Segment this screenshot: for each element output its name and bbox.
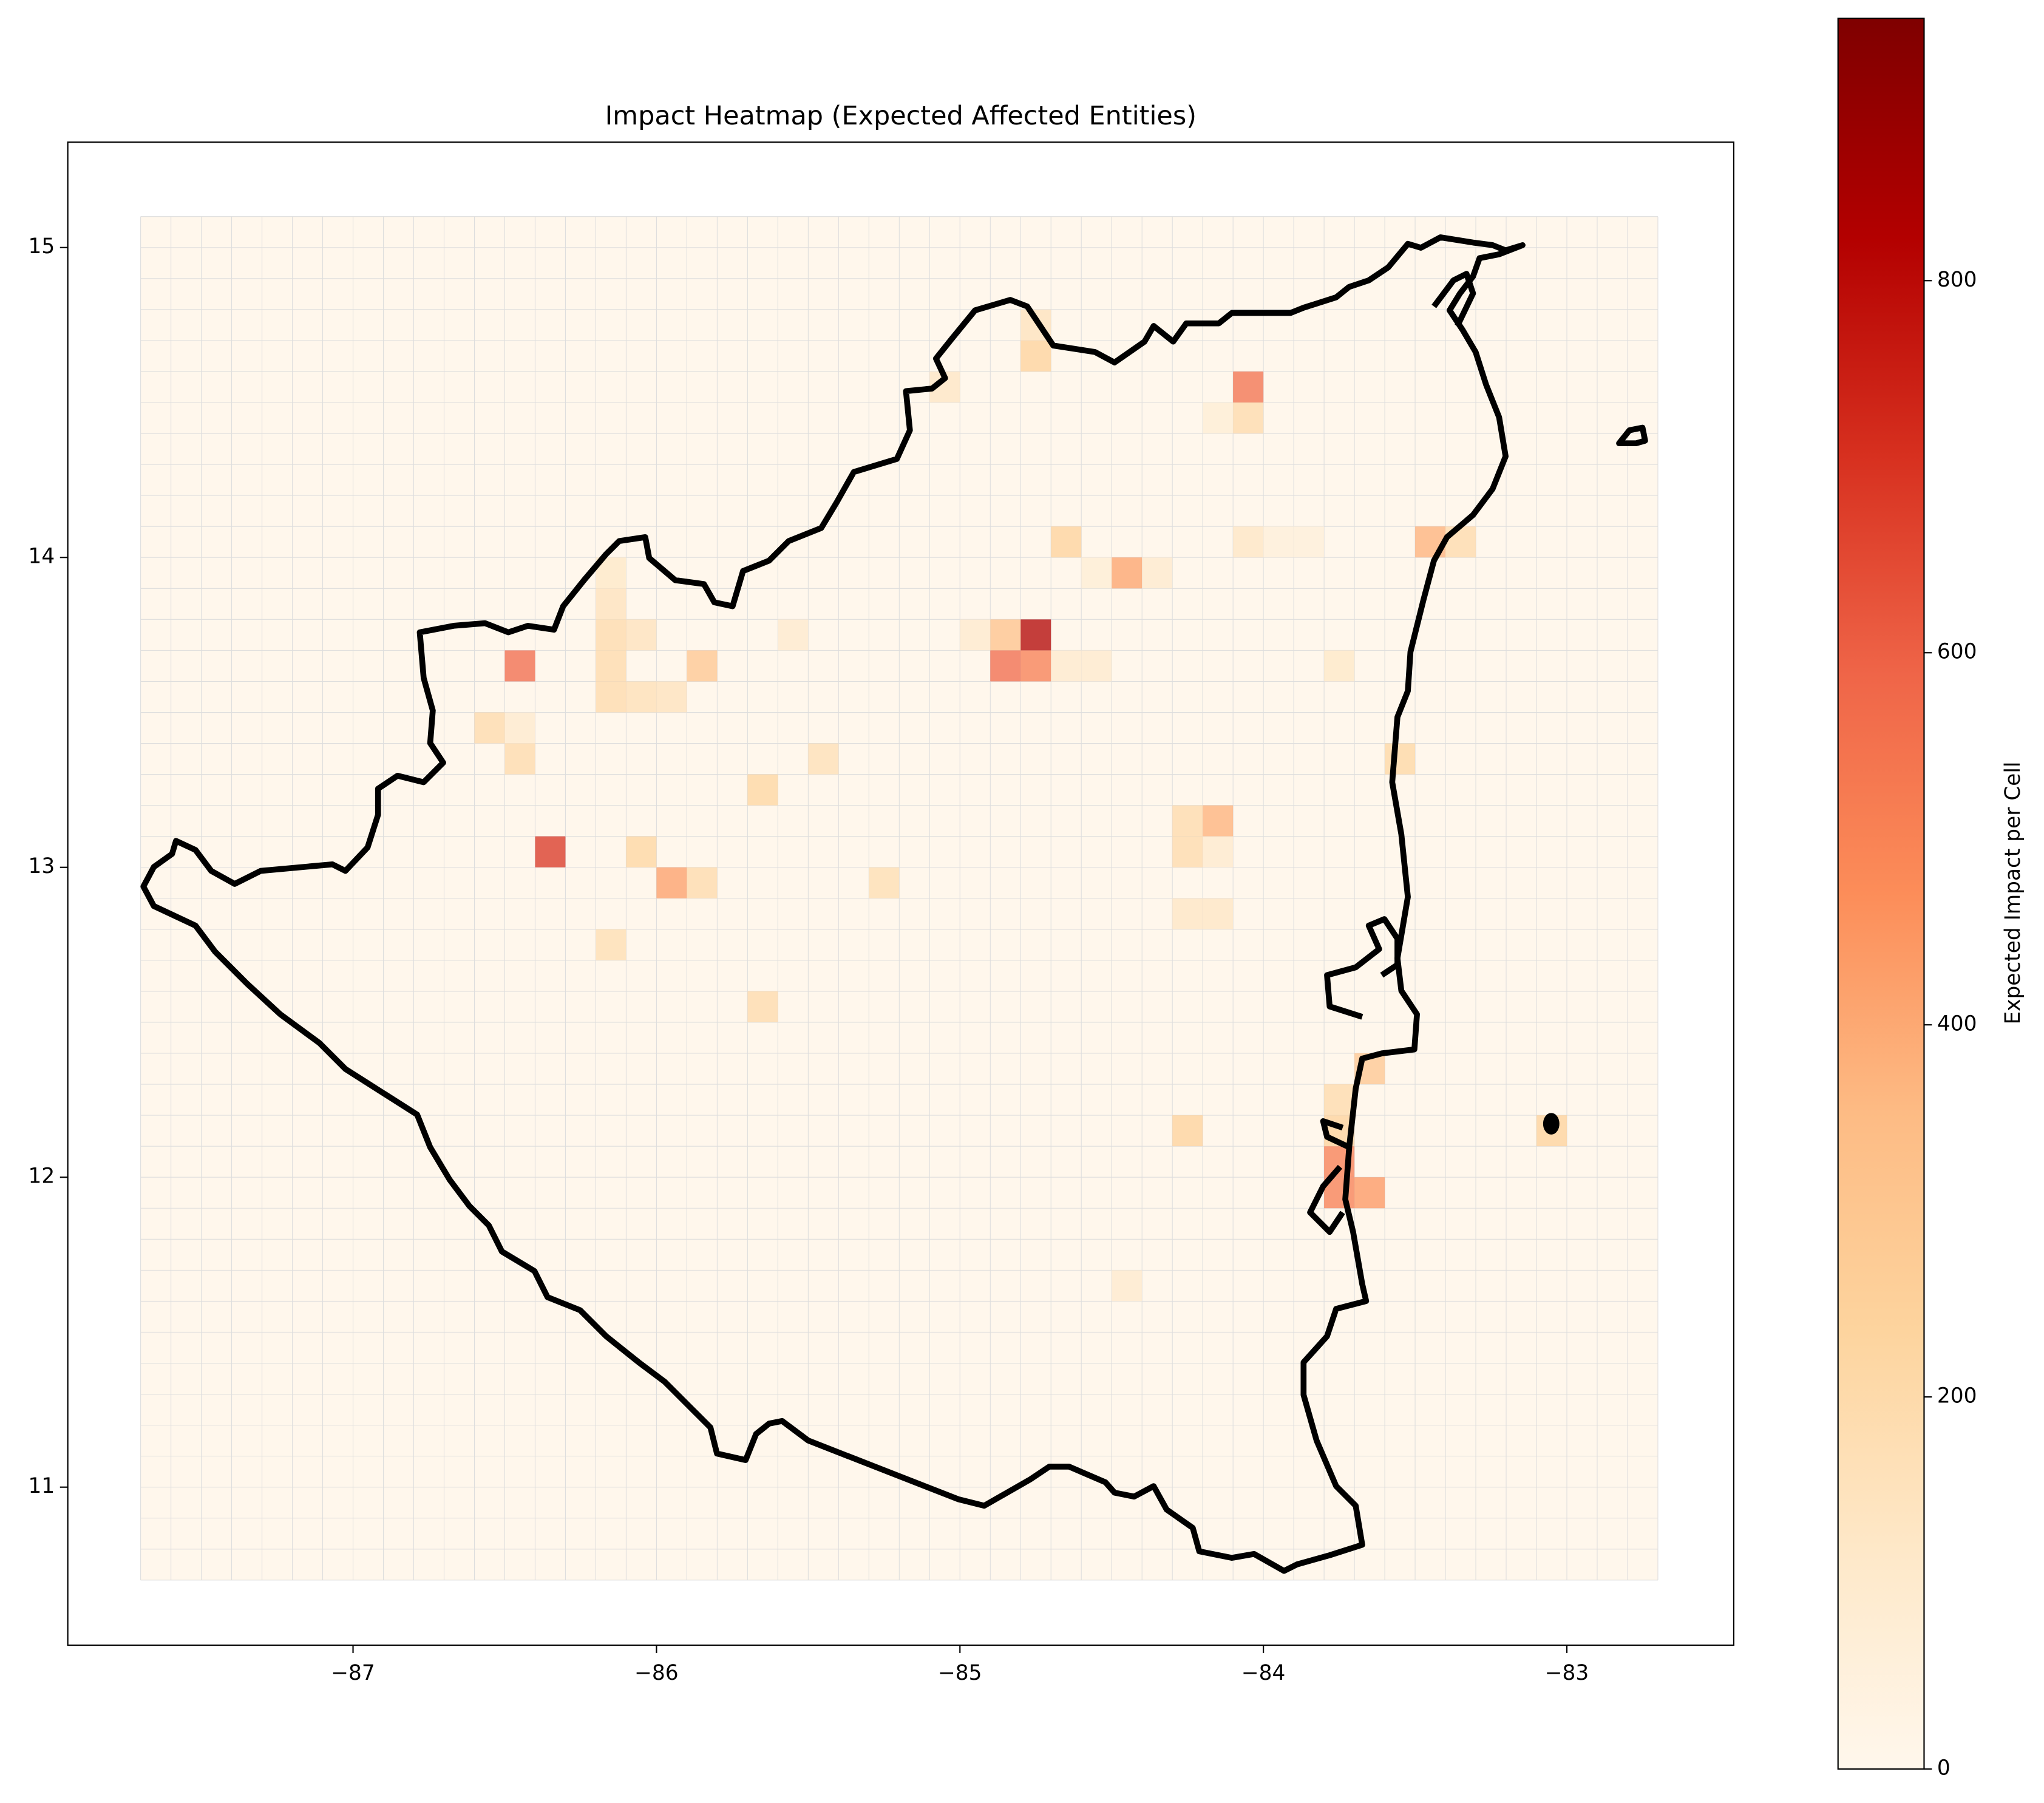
y-tick-label: 14 [28, 545, 55, 569]
heat-cell [504, 650, 535, 682]
heat-cell [990, 650, 1021, 682]
heat-cell [626, 619, 657, 651]
heat-cell [1112, 557, 1143, 589]
chart-title: Impact Heatmap (Expected Affected Entiti… [605, 101, 1197, 131]
heat-cell [1081, 557, 1112, 589]
y-tick-label: 13 [28, 854, 55, 878]
heat-cell [1203, 898, 1234, 929]
heat-cell [504, 712, 535, 744]
heat-cell [504, 743, 535, 775]
heat-cell [596, 619, 626, 651]
colorbar-tick-label: 0 [1937, 1756, 1951, 1781]
heat-cell [1324, 1084, 1355, 1116]
heat-cell [596, 650, 626, 682]
heat-cell [687, 650, 718, 682]
heat-cell [1203, 836, 1234, 868]
island [1616, 424, 1648, 447]
heat-cell [626, 836, 657, 868]
lagoon [1307, 1118, 1351, 1235]
heat-cell [596, 929, 626, 960]
heat-cell [1172, 1115, 1203, 1147]
heat-cell [474, 712, 505, 744]
heat-cell [1263, 526, 1294, 558]
colorbar-label: Expected Impact per Cell [2001, 762, 2025, 1025]
heat-cell [656, 867, 687, 898]
border [140, 234, 1526, 1574]
heat-cell [1051, 650, 1082, 682]
heat-cell [1051, 526, 1082, 558]
heat-cell [747, 991, 778, 1022]
heat-cell [869, 867, 900, 898]
heat-cell [1324, 650, 1355, 682]
heat-cell [1294, 526, 1325, 558]
heat-cell [1081, 650, 1112, 682]
heat-cell [535, 836, 566, 868]
heatmap [140, 216, 1659, 1581]
heat-cell [1020, 650, 1051, 682]
heat-cell [1385, 743, 1416, 775]
y-tick-label: 11 [28, 1474, 55, 1498]
heat-cell [990, 619, 1021, 651]
x-tick-label: −84 [1241, 1661, 1285, 1685]
heat-cell [1233, 371, 1264, 402]
x-tick-label: −87 [331, 1661, 375, 1685]
heat-cell [747, 774, 778, 806]
y-tick-label: 12 [28, 1164, 55, 1189]
heat-cell [1203, 805, 1234, 837]
heat-cell [808, 743, 839, 775]
heat-cell [1203, 402, 1234, 434]
heat-cell [1172, 836, 1203, 868]
heat-cell [596, 588, 626, 620]
heat-cell [1172, 898, 1203, 929]
plot-frame [67, 141, 1735, 1646]
x-tick-label: −83 [1545, 1661, 1589, 1685]
island [1543, 1113, 1560, 1135]
heat-cell [626, 681, 657, 713]
heat-cell [960, 619, 991, 651]
lagoon [1324, 916, 1401, 1020]
coast [1431, 271, 1476, 328]
colorbar-tick-label: 600 [1937, 640, 1977, 664]
heat-cell [1172, 805, 1203, 837]
heat-cell [1142, 557, 1173, 589]
heat-cell [596, 681, 626, 713]
colorbar-tick-label: 800 [1937, 268, 1977, 292]
colorbar-tick-label: 200 [1937, 1384, 1977, 1408]
heat-cell [1354, 1177, 1385, 1209]
colorbar [1837, 18, 1925, 1770]
x-tick-label: −86 [634, 1661, 678, 1685]
heat-cell [778, 619, 809, 651]
country-outline [140, 234, 1648, 1574]
heat-cell [1112, 1270, 1143, 1302]
colorbar-tick-label: 400 [1937, 1012, 1977, 1036]
heat-cell [656, 681, 687, 713]
x-tick-label: −85 [938, 1661, 982, 1685]
heat-cell [687, 867, 718, 898]
y-tick-label: 15 [28, 234, 55, 259]
heat-cell [1020, 340, 1051, 372]
heat-cell [1020, 619, 1051, 651]
heat-cell [1233, 402, 1264, 434]
heat-cell [1233, 526, 1264, 558]
